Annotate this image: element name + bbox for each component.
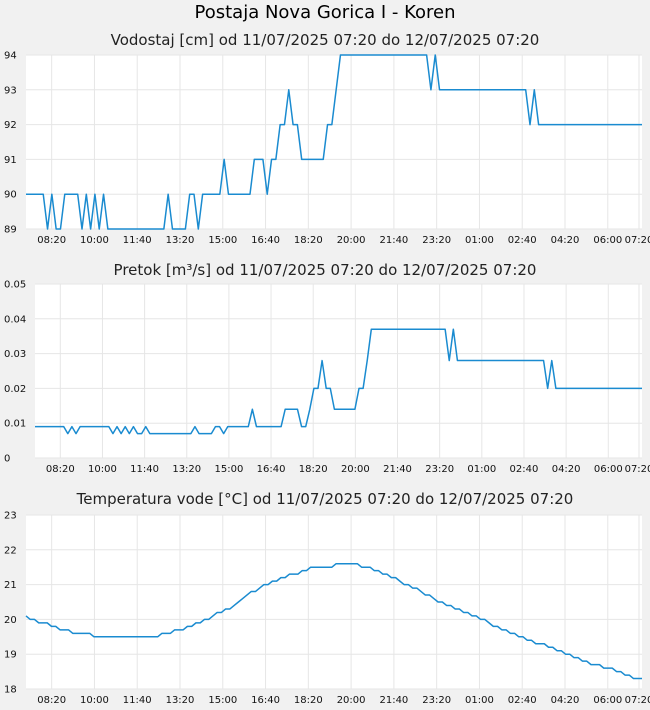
plot-area: [26, 515, 642, 689]
x-tick-label: 15:00: [208, 695, 237, 706]
y-tick-label: 0.03: [4, 349, 26, 360]
x-tick-label: 10:00: [80, 695, 109, 706]
chart-vodostaj: 89 90 91 92 93 94 08:20 10:00 11:40 13:20 15:00 16:…: [4, 51, 650, 247]
series-line: [25, 562, 642, 680]
y-tick-label: 23: [4, 511, 17, 522]
y-tick-label: 91: [4, 155, 17, 166]
series-line: [26, 54, 642, 230]
x-tick-label: 02:40: [508, 235, 537, 246]
x-tick-label: 06:00: [593, 235, 622, 246]
y-tick-label: 20: [4, 615, 17, 626]
x-tick-label: 08:20: [37, 695, 66, 706]
x-tick-label: 10:00: [80, 235, 109, 246]
x-tick-label: 18:20: [299, 464, 328, 475]
x-tick-label: 11:40: [123, 235, 152, 246]
x-tick-label: 06:00: [593, 695, 622, 706]
x-tick-label: 04:20: [551, 695, 580, 706]
x-tick-label: 01:00: [465, 235, 494, 246]
x-tick-label: 16:40: [251, 235, 280, 246]
x-tick-label: 13:20: [172, 464, 201, 475]
y-tick-label: 90: [4, 190, 17, 201]
x-tick-label: 08:20: [46, 464, 75, 475]
plot-area: [26, 55, 642, 229]
x-tick-label: 11:40: [130, 464, 159, 475]
x-tick-label: 23:20: [425, 464, 454, 475]
y-tick-label: 22: [4, 545, 17, 556]
x-tick-label: 18:20: [294, 695, 323, 706]
x-tick-label: 04:20: [552, 464, 581, 475]
chart-temperatura: 18 19 20 21 22 23 08:20 10:00 11:40 13:20 15:00 16:…: [4, 511, 650, 707]
x-tick-label: 20:00: [337, 695, 366, 706]
x-tick-label: 21:40: [383, 464, 412, 475]
y-tick-label: 21: [4, 580, 17, 591]
y-tick-label: 19: [4, 650, 17, 661]
x-tick-label: 15:00: [208, 235, 237, 246]
x-tick-label: 15:00: [214, 464, 243, 475]
chart-title-temperatura: Temperatura vode [°C] od 11/07/2025 07:2…: [76, 490, 574, 508]
x-tick-label: 10:00: [88, 464, 117, 475]
x-tick-label: 18:20: [294, 235, 323, 246]
y-tick-label: 0.05: [4, 280, 26, 291]
y-tick-label: 89: [4, 225, 17, 236]
x-tick-label: 02:40: [508, 695, 537, 706]
y-tick-label: 0: [4, 454, 10, 465]
x-tick-label: 16:40: [257, 464, 286, 475]
x-tick-label: 21:40: [379, 235, 408, 246]
x-tick-label: 07:20: [625, 235, 650, 246]
x-tick-label: 07:20: [625, 464, 650, 475]
x-tick-label: 16:40: [251, 695, 280, 706]
x-tick-label: 11:40: [123, 695, 152, 706]
y-tick-label: 92: [4, 120, 17, 131]
x-tick-label: 04:20: [551, 235, 580, 246]
y-tick-label: 0.04: [4, 314, 26, 325]
y-tick-label: 94: [4, 51, 17, 62]
x-tick-label: 13:20: [166, 235, 195, 246]
y-tick-label: 0.01: [4, 419, 26, 430]
x-tick-label: 20:00: [337, 235, 366, 246]
x-tick-label: 23:20: [422, 695, 451, 706]
chart-title-pretok: Pretok [m³/s] od 11/07/2025 07:20 do 12/…: [113, 261, 537, 279]
x-tick-label: 08:20: [37, 235, 66, 246]
plot-area: [35, 284, 642, 458]
x-tick-label: 01:00: [467, 464, 496, 475]
chart-pretok: 0 0.01 0.02 0.03 0.04 0.05 08:20 10:00 11:40 13:2…: [4, 280, 650, 476]
x-tick-label: 07:20: [625, 695, 650, 706]
y-tick-label: 93: [4, 85, 17, 96]
x-tick-label: 01:00: [465, 695, 494, 706]
y-tick-label: 18: [4, 685, 17, 696]
x-tick-label: 20:00: [341, 464, 370, 475]
page-title: Postaja Nova Gorica I - Koren: [194, 2, 456, 23]
chart-title-vodostaj: Vodostaj [cm] od 11/07/2025 07:20 do 12/…: [110, 31, 540, 49]
x-tick-label: 06:00: [594, 464, 623, 475]
x-tick-label: 02:40: [510, 464, 539, 475]
x-tick-label: 13:20: [166, 695, 195, 706]
y-tick-label: 0.02: [4, 384, 26, 395]
series-line: [35, 328, 642, 435]
x-tick-label: 23:20: [422, 235, 451, 246]
x-tick-label: 21:40: [379, 695, 408, 706]
